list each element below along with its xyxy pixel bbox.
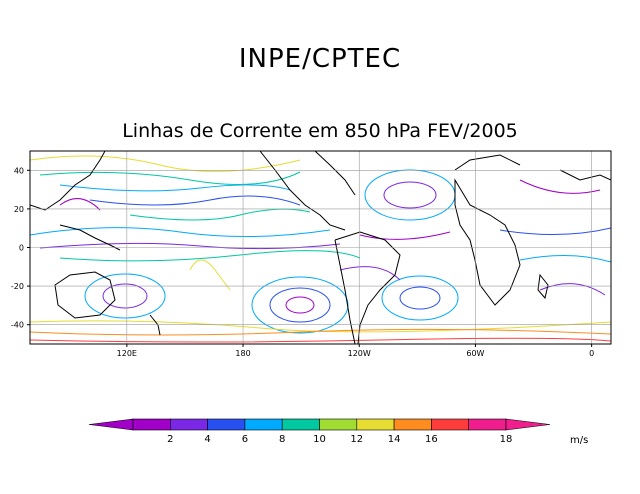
colorbar-label: 2 bbox=[167, 434, 173, 445]
colorbar-label: 10 bbox=[313, 434, 326, 445]
colorbar-bin bbox=[207, 418, 246, 431]
lon-tick-label: 180 bbox=[235, 349, 250, 358]
latitude-axis: 40 20 0 -20 -40 bbox=[11, 166, 30, 330]
longitude-axis: 120E180120W60W060E bbox=[117, 344, 594, 358]
lat-tick-label: 0 bbox=[19, 244, 24, 253]
colorbar-label: 6 bbox=[242, 434, 248, 445]
lat-tick-label: -20 bbox=[11, 282, 24, 291]
colorbar-label: 14 bbox=[388, 434, 401, 445]
colorbar-label: 4 bbox=[204, 434, 210, 445]
colorbar-label: 12 bbox=[350, 434, 363, 445]
colorbar-bin bbox=[319, 418, 358, 431]
map-subtitle: Linhas de Corrente em 850 hPa FEV/2005 bbox=[122, 120, 518, 142]
colorbar-label: 8 bbox=[279, 434, 285, 445]
colorbar-bin bbox=[468, 418, 507, 431]
lon-tick-label: 60W bbox=[466, 349, 484, 358]
graticule bbox=[30, 151, 611, 344]
colorbar-bin bbox=[281, 418, 320, 431]
lat-tick-label: -40 bbox=[11, 321, 24, 330]
lon-tick-label: 0 bbox=[589, 349, 594, 358]
colorbar-bin bbox=[132, 418, 171, 431]
coastlines bbox=[30, 151, 611, 344]
lat-tick-label: 20 bbox=[14, 205, 24, 214]
colorbar-above-arrow bbox=[505, 418, 551, 431]
colorbar-bin bbox=[393, 418, 432, 431]
map-plot-area bbox=[30, 151, 611, 344]
colorbar-bin bbox=[170, 418, 208, 431]
colorbar-unit: m/s bbox=[570, 435, 588, 446]
colorbar-bin bbox=[356, 418, 395, 431]
lon-tick-label: 120E bbox=[117, 349, 137, 358]
colorbar-bin bbox=[244, 418, 283, 431]
colorbar-below-arrow bbox=[88, 418, 134, 431]
colorbar-label: 18 bbox=[500, 434, 513, 445]
main-title: INPE/CPTEC bbox=[238, 44, 402, 74]
colorbar-bin bbox=[431, 418, 469, 431]
lat-tick-label: 40 bbox=[14, 166, 24, 175]
streamlines bbox=[30, 155, 611, 343]
lon-tick-label: 120W bbox=[348, 349, 371, 358]
colorbar: 2 4 6 8 10 12 14 16 18 bbox=[88, 418, 551, 445]
colorbar-label: 16 bbox=[425, 434, 438, 445]
